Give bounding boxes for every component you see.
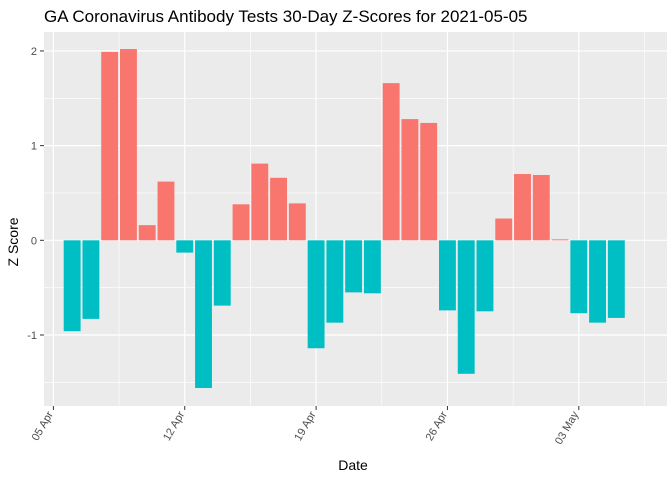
x-tick-label: 05 Apr: [30, 409, 56, 443]
bar: [307, 240, 325, 349]
bar: [363, 240, 381, 294]
y-tick-label: 2: [31, 46, 37, 58]
bar: [514, 174, 531, 241]
bar: [288, 203, 306, 241]
bar: [326, 240, 344, 323]
bar: [345, 240, 363, 293]
bar: [251, 163, 269, 241]
bar: [270, 177, 288, 241]
bars: [63, 49, 625, 389]
plot-panel: [44, 32, 667, 406]
bar: [607, 240, 625, 318]
y-tick-label: -1: [27, 330, 37, 342]
bar: [420, 122, 438, 241]
bar: [176, 240, 194, 253]
x-axis-title: Date: [338, 457, 368, 473]
major-gridlines: [44, 32, 667, 406]
y-tick-label: 1: [31, 141, 37, 153]
bar: [495, 218, 513, 241]
y-axis-title: Z Score: [5, 217, 21, 266]
bar: [120, 49, 137, 241]
y-axis: -1 0 1 2: [27, 46, 44, 342]
x-tick-label: 26 Apr: [424, 409, 450, 443]
x-tick-label: 03 May: [553, 409, 582, 447]
x-tick-label: 12 Apr: [161, 409, 187, 443]
minor-gridlines: [44, 32, 667, 406]
x-axis: 05 Apr 12 Apr 19 Apr 26 Apr 03 May: [30, 406, 582, 447]
bar: [532, 174, 550, 241]
bar: [457, 240, 475, 374]
bar: [82, 240, 100, 319]
bar: [157, 181, 175, 241]
bar: [63, 240, 81, 332]
y-tick-label: 0: [31, 235, 37, 247]
bar: [195, 240, 212, 389]
bar: [551, 239, 569, 241]
x-tick-label: 19 Apr: [292, 409, 318, 443]
bar: [476, 240, 494, 312]
chart-title: GA Coronavirus Antibody Tests 30-Day Z-S…: [44, 7, 527, 26]
bar: [382, 83, 400, 241]
bar: [570, 240, 588, 314]
bar: [439, 240, 456, 311]
bar: [589, 240, 607, 323]
bar: [138, 225, 156, 241]
bar: [101, 51, 119, 241]
bar: [401, 119, 419, 241]
bar: [232, 204, 250, 241]
bar: [213, 240, 231, 306]
